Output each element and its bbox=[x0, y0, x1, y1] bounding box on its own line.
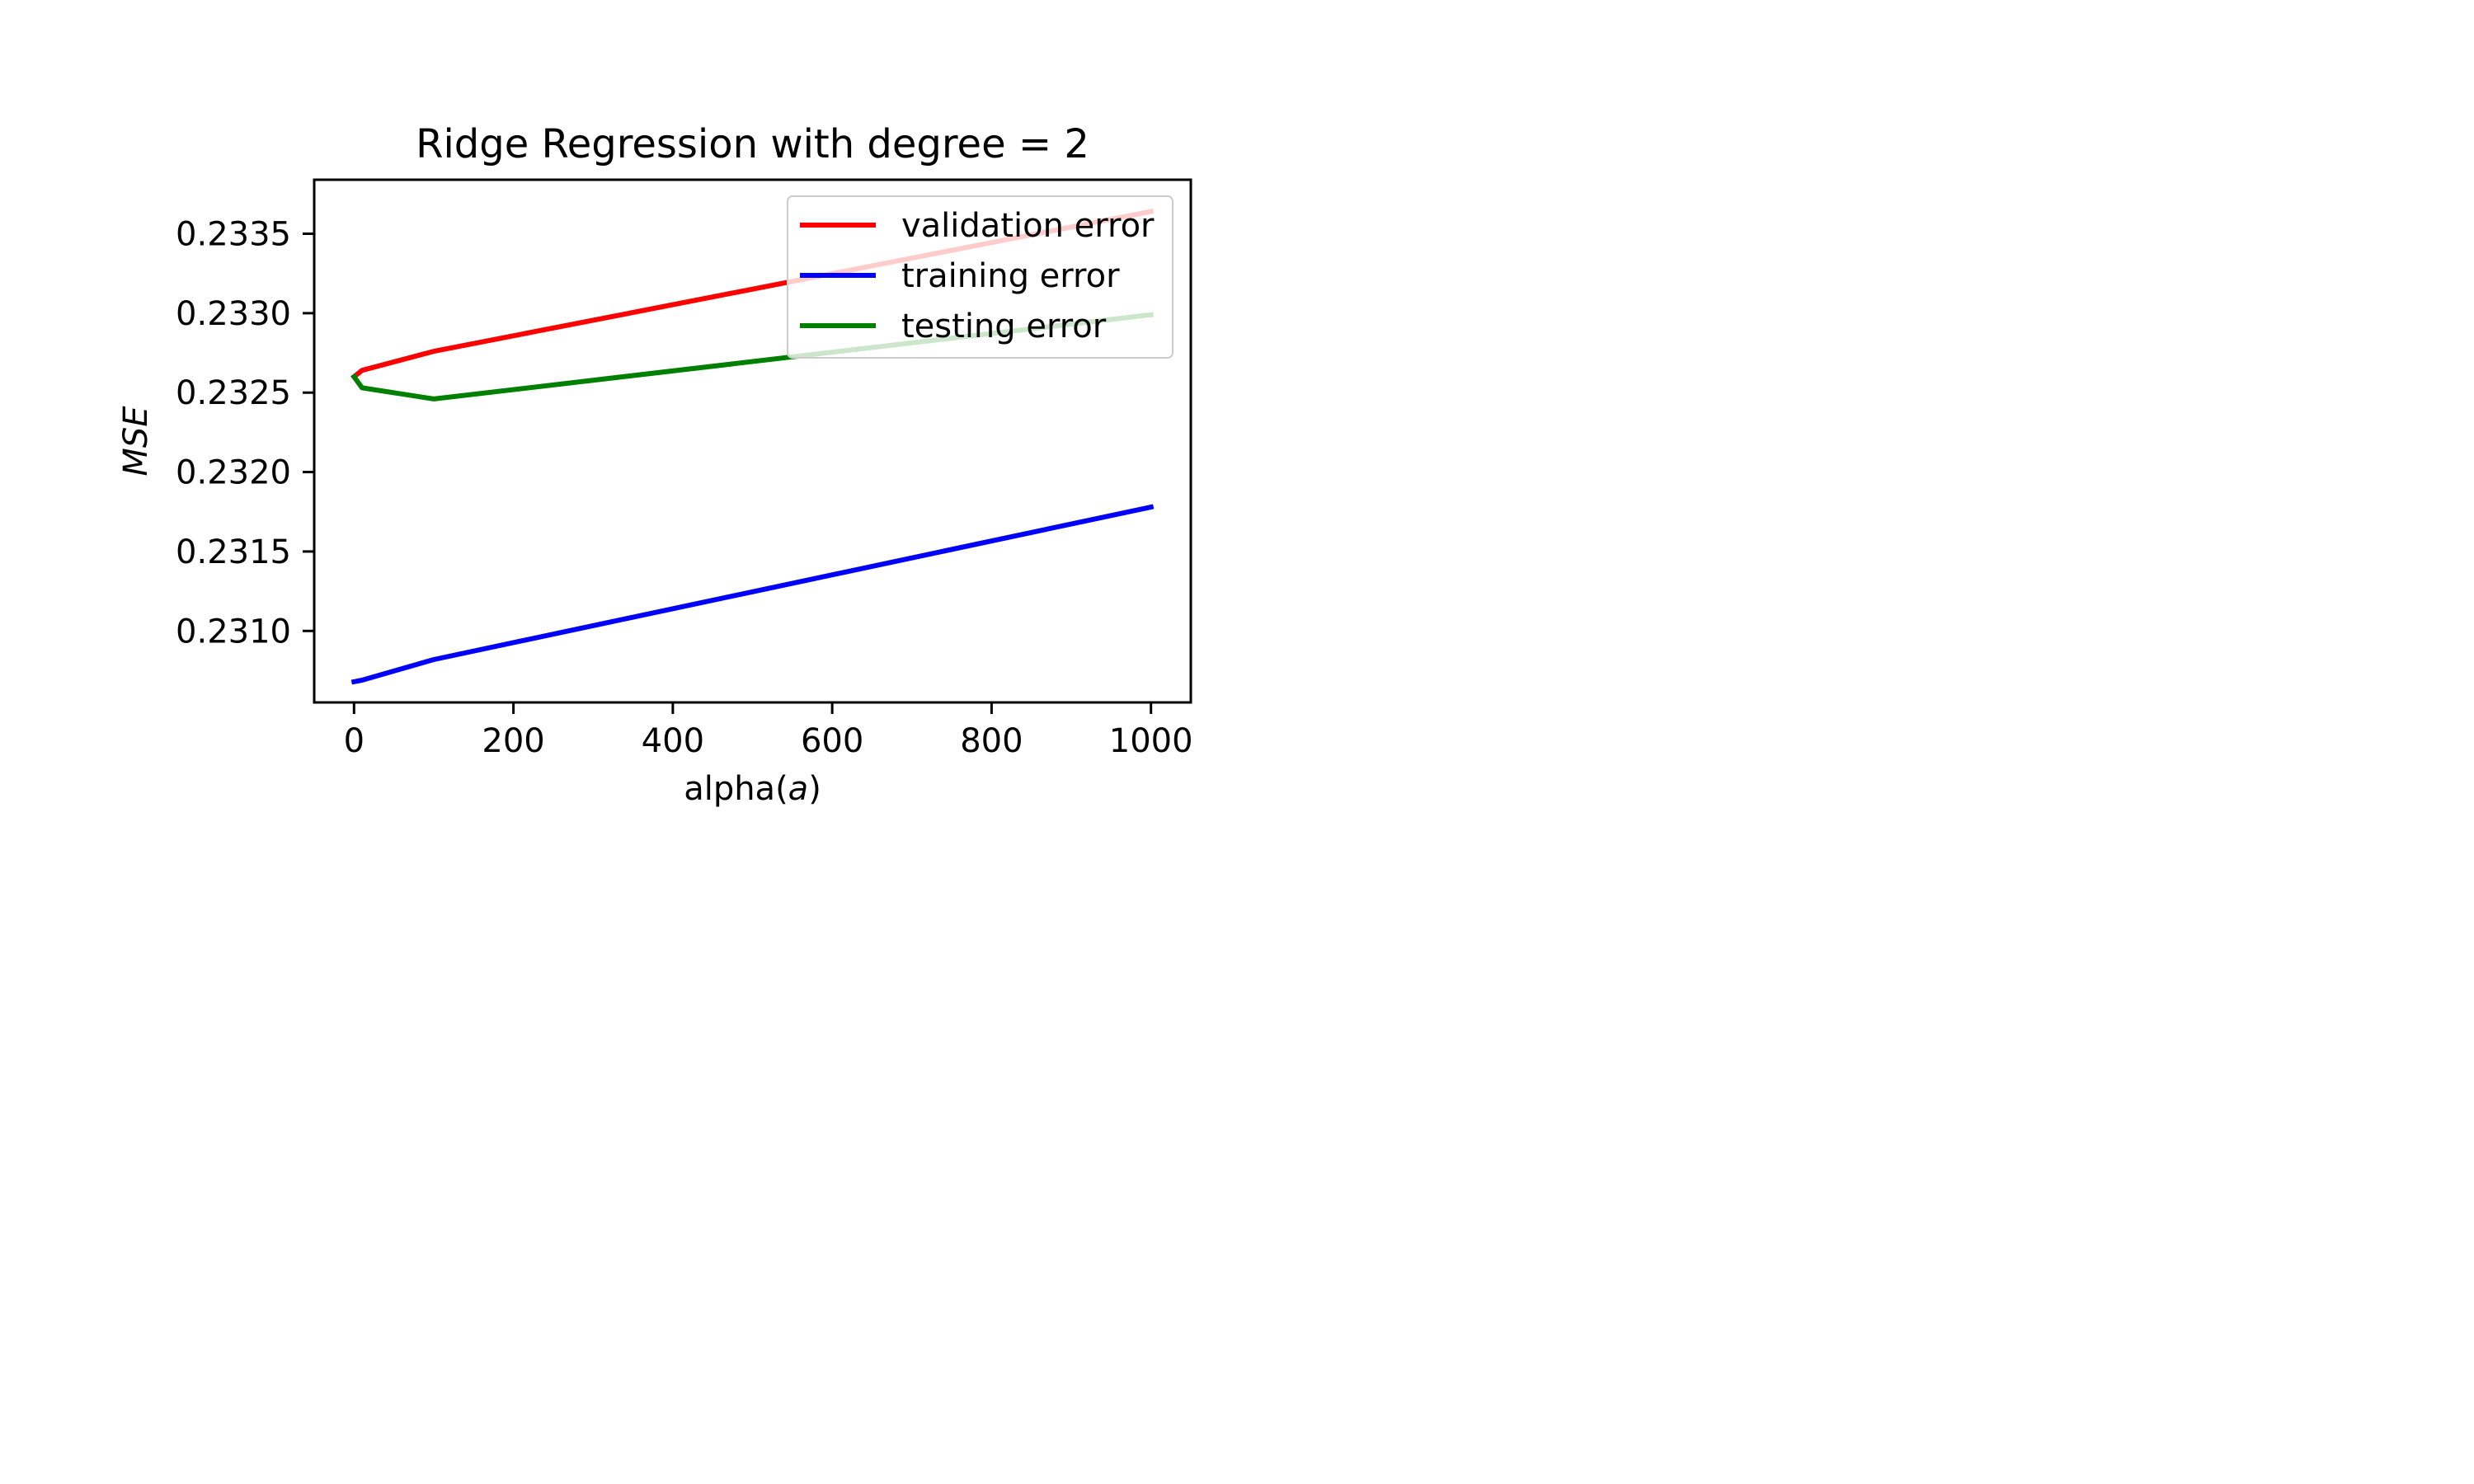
x-tick-label: 400 bbox=[642, 722, 704, 760]
legend-label: training error bbox=[901, 257, 1120, 295]
legend-label: testing error bbox=[901, 308, 1107, 345]
y-tick-label: 0.2310 bbox=[176, 613, 291, 650]
plot-frame bbox=[313, 178, 1192, 704]
y-tick-label: 0.2335 bbox=[176, 216, 291, 254]
y-tick-label: 0.2330 bbox=[176, 295, 291, 333]
y-tick-label: 0.2325 bbox=[176, 374, 291, 412]
x-tick-label: 600 bbox=[801, 722, 863, 760]
legend-label: validation error bbox=[901, 207, 1155, 245]
x-axis-label-variable: a bbox=[788, 770, 809, 808]
x-axis-label: alpha(a) bbox=[684, 770, 821, 808]
x-tick-label: 800 bbox=[960, 722, 1023, 760]
chart-title: Ridge Regression with degree = 2 bbox=[416, 121, 1089, 167]
x-axis-label-prefix: alpha( bbox=[684, 770, 788, 808]
x-tick-label: 200 bbox=[482, 722, 544, 760]
y-tick-label: 0.2320 bbox=[176, 454, 291, 492]
x-tick-label: 1000 bbox=[1109, 722, 1193, 760]
y-tick-label: 0.2315 bbox=[176, 533, 291, 571]
legend: validation error training error testing er… bbox=[787, 195, 1174, 359]
series-line-training-error bbox=[350, 504, 1155, 685]
x-tick-label: 0 bbox=[344, 722, 365, 760]
y-axis-label: MSE bbox=[117, 406, 155, 477]
legend-frame bbox=[787, 195, 1174, 359]
y-axis: 0.2310 0.2315 0.2320 0.2325 0.2330 0.2335 bbox=[176, 216, 314, 650]
x-axis: 0 200 400 600 800 1000 bbox=[344, 702, 1193, 760]
x-axis-label-suffix: ) bbox=[808, 770, 821, 808]
